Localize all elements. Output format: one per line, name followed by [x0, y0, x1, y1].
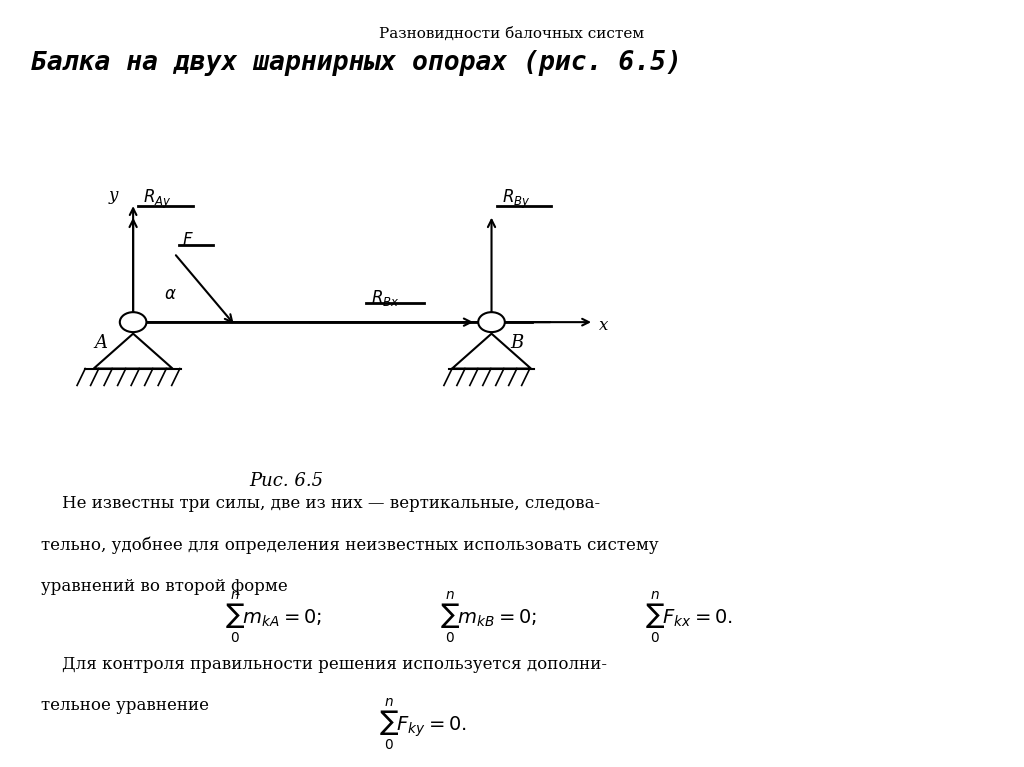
Circle shape: [120, 312, 146, 332]
Text: Не известны три силы, две из них — вертикальные, следова-: Не известны три силы, две из них — верти…: [41, 495, 600, 512]
Text: Для контроля правильности решения используется дополни-: Для контроля правильности решения исполь…: [41, 656, 607, 673]
Text: A: A: [94, 334, 108, 351]
Text: B: B: [510, 334, 523, 351]
Text: x: x: [599, 318, 608, 334]
Text: y: y: [109, 187, 118, 204]
Text: Рис. 6.5: Рис. 6.5: [250, 472, 324, 489]
Text: $\sum_{0}^{n} F_{kx} = 0.$: $\sum_{0}^{n} F_{kx} = 0.$: [645, 591, 733, 644]
Text: $\sum_{0}^{n} F_{ky} = 0.$: $\sum_{0}^{n} F_{ky} = 0.$: [379, 698, 467, 752]
Text: уравнений во второй форме: уравнений во второй форме: [41, 578, 288, 594]
Text: $R_{By}$: $R_{By}$: [502, 188, 530, 211]
Text: $F$: $F$: [182, 232, 194, 249]
Text: Разновидности балочных систем: Разновидности балочных систем: [380, 27, 644, 41]
Text: $\alpha$: $\alpha$: [164, 286, 176, 303]
Text: тельное уравнение: тельное уравнение: [41, 697, 209, 714]
Text: $R_{Bx}$: $R_{Bx}$: [371, 288, 399, 308]
Text: $\sum_{0}^{n} m_{kA} = 0;$: $\sum_{0}^{n} m_{kA} = 0;$: [225, 591, 323, 644]
Text: $\sum_{0}^{n} m_{kB} = 0;$: $\sum_{0}^{n} m_{kB} = 0;$: [440, 591, 538, 644]
Text: Балка на двух шарнирных опорах (рис. 6.5): Балка на двух шарнирных опорах (рис. 6.5…: [31, 50, 682, 76]
Text: тельно, удобнее для определения неизвестных использовать систему: тельно, удобнее для определения неизвест…: [41, 536, 658, 554]
Circle shape: [478, 312, 505, 332]
Text: $R_{Ay}$: $R_{Ay}$: [143, 188, 172, 211]
